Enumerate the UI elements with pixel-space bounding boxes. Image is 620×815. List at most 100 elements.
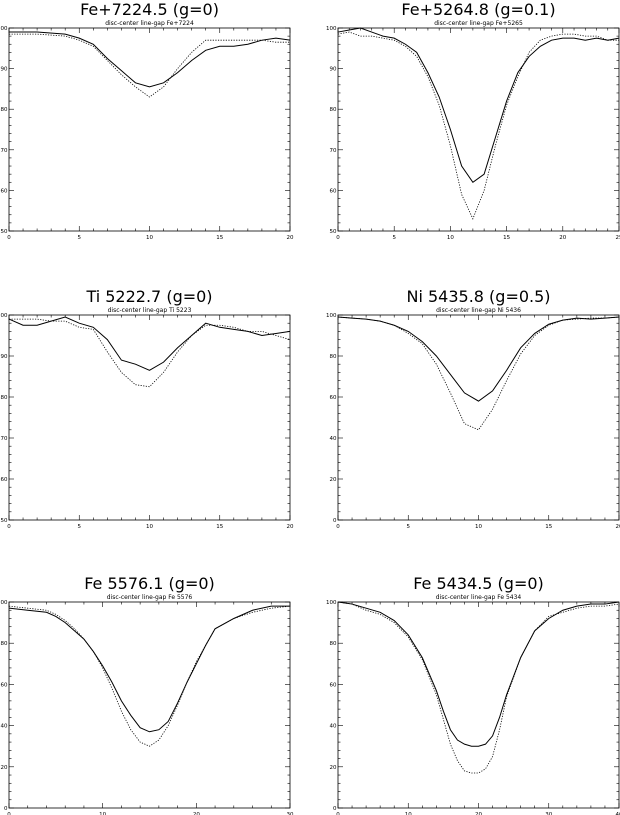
plot-frame <box>337 314 620 521</box>
y-tick-label: 0 <box>333 518 337 524</box>
dotted-series-line <box>337 316 620 431</box>
x-tick-label: 10 <box>99 812 106 815</box>
y-tick-label: 40 <box>330 724 337 730</box>
x-tick-label: 15 <box>216 524 223 530</box>
x-tick-label: 15 <box>503 235 510 241</box>
y-tick-label: 100 <box>0 600 8 606</box>
y-tick-label: 50 <box>1 229 8 235</box>
solid-series-line <box>8 605 290 733</box>
chart-subtitle: disc-center line-gap Ti 5223 <box>108 307 192 314</box>
solid-series-line <box>8 316 291 371</box>
dotted-series-line <box>337 31 619 220</box>
chart-panel-5: Fe 5576.1 (g=0)disc-center line-gap Fe 5… <box>0 574 294 815</box>
x-tick-label: 5 <box>78 524 82 530</box>
chart-subtitle: disc-center line-gap Fe 5576 <box>107 594 193 601</box>
y-tick-label: 70 <box>1 148 8 154</box>
x-tick-label: 15 <box>216 235 223 241</box>
solid-series-line <box>337 601 620 747</box>
chart-title: Fe 5434.5 (g=0) <box>413 574 544 593</box>
y-tick-label: 80 <box>330 354 337 360</box>
chart-panel-4: Ni 5435.8 (g=0.5)disc-center line-gap Ni… <box>326 287 620 530</box>
x-tick-label: 40 <box>616 812 620 815</box>
x-tick-label: 10 <box>405 812 412 815</box>
x-tick-label: 5 <box>78 235 82 241</box>
y-tick-label: 40 <box>1 724 8 730</box>
x-tick-label: 30 <box>545 812 552 815</box>
y-tick-label: 60 <box>330 395 337 401</box>
chart-subtitle: disc-center line-gap Fe+7224 <box>105 20 194 27</box>
x-tick-label: 20 <box>616 524 620 530</box>
x-tick-label: 10 <box>475 524 482 530</box>
y-tick-label: 20 <box>330 477 337 483</box>
chart-title: Fe+7224.5 (g=0) <box>80 0 219 19</box>
plot-frame <box>337 601 620 809</box>
y-tick-label: 80 <box>330 107 337 113</box>
chart-panel-2: Fe+5264.8 (g=0.1)disc-center line-gap Fe… <box>326 0 620 241</box>
y-tick-label: 20 <box>330 765 337 771</box>
plot-frame <box>337 27 620 232</box>
y-tick-label: 60 <box>1 477 8 483</box>
x-tick-label: 5 <box>407 524 411 530</box>
solid-series-line <box>337 316 620 402</box>
x-tick-label: 0 <box>7 812 11 815</box>
x-tick-label: 20 <box>287 524 294 530</box>
x-tick-label: 10 <box>146 524 153 530</box>
plot-frame <box>8 27 291 232</box>
y-tick-label: 80 <box>1 641 8 647</box>
y-tick-label: 60 <box>1 188 8 194</box>
dotted-series-line <box>8 605 291 747</box>
y-tick-label: 70 <box>330 148 337 154</box>
solid-series-line <box>337 27 620 183</box>
chart-subtitle: disc-center line-gap Ni 5436 <box>436 307 521 314</box>
x-tick-label: 15 <box>545 524 552 530</box>
plot-frame <box>8 314 291 521</box>
dotted-series-line <box>337 601 620 774</box>
x-tick-label: 0 <box>7 524 11 530</box>
x-tick-label: 30 <box>287 812 294 815</box>
chart-title: Fe 5576.1 (g=0) <box>84 574 215 593</box>
chart-subtitle: disc-center line-gap Fe+5265 <box>434 20 523 27</box>
x-tick-label: 10 <box>447 235 454 241</box>
y-tick-label: 50 <box>1 518 8 524</box>
dotted-series-line <box>9 318 291 388</box>
y-tick-label: 100 <box>0 26 8 32</box>
y-tick-label: 60 <box>330 188 337 194</box>
chart-title: Ti 5222.7 (g=0) <box>85 287 212 306</box>
chart-panel-3: Ti 5222.7 (g=0)disc-center line-gap Ti 5… <box>0 287 294 530</box>
y-tick-label: 70 <box>1 436 8 442</box>
y-tick-label: 80 <box>1 395 8 401</box>
x-tick-label: 0 <box>336 524 340 530</box>
y-tick-label: 100 <box>326 600 337 606</box>
plot-frame <box>8 601 291 809</box>
x-tick-label: 20 <box>475 812 482 815</box>
x-tick-label: 0 <box>336 812 340 815</box>
chart-subtitle: disc-center line-gap Fe 5434 <box>436 594 522 601</box>
x-tick-label: 25 <box>616 235 620 241</box>
y-tick-label: 90 <box>330 67 337 73</box>
y-tick-label: 90 <box>1 67 8 73</box>
x-tick-label: 20 <box>559 235 566 241</box>
dotted-series-line <box>9 33 290 98</box>
chart-title: Fe+5264.8 (g=0.1) <box>401 0 555 19</box>
x-tick-label: 0 <box>336 235 340 241</box>
solid-series-line <box>9 31 291 88</box>
y-tick-label: 100 <box>0 313 8 319</box>
x-tick-label: 0 <box>7 235 11 241</box>
x-tick-label: 10 <box>146 235 153 241</box>
y-tick-label: 0 <box>333 806 337 812</box>
y-tick-label: 60 <box>330 682 337 688</box>
x-tick-label: 20 <box>287 235 294 241</box>
y-tick-label: 90 <box>1 354 8 360</box>
y-tick-label: 100 <box>326 313 337 319</box>
x-tick-label: 20 <box>193 812 200 815</box>
chart-panel-1: Fe+7224.5 (g=0)disc-center line-gap Fe+7… <box>0 0 294 241</box>
y-tick-label: 20 <box>1 765 8 771</box>
y-tick-label: 0 <box>4 806 8 812</box>
y-tick-label: 50 <box>330 229 337 235</box>
y-tick-label: 40 <box>330 436 337 442</box>
chart-title: Ni 5435.8 (g=0.5) <box>406 287 550 306</box>
x-tick-label: 5 <box>392 235 396 241</box>
y-tick-label: 100 <box>326 26 337 32</box>
chart-panel-6: Fe 5434.5 (g=0)disc-center line-gap Fe 5… <box>326 574 620 815</box>
